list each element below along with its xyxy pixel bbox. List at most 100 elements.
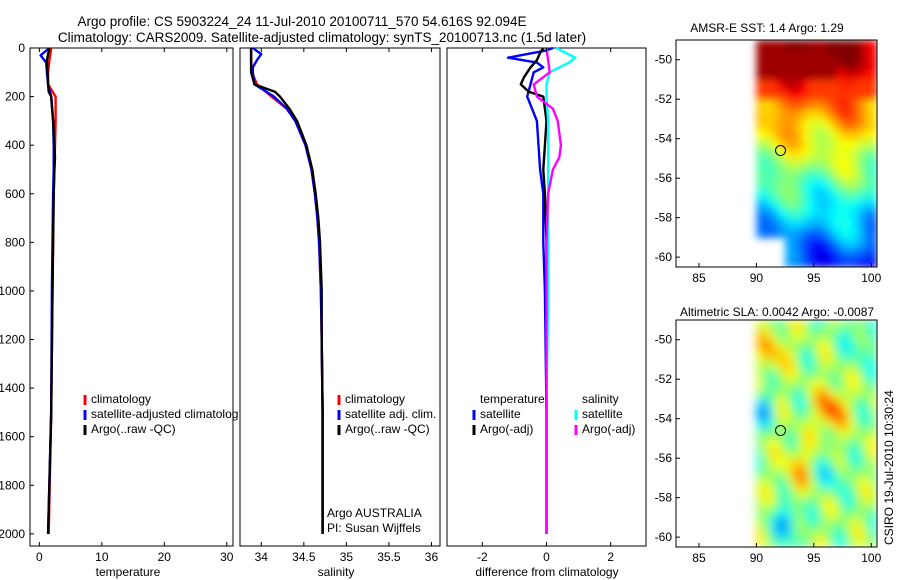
map-cell	[854, 217, 861, 229]
map-cell	[808, 197, 815, 209]
map-cell	[865, 247, 872, 258]
map-cell	[762, 79, 769, 90]
map-cell	[808, 468, 815, 479]
map-cell	[796, 49, 803, 61]
map-cell	[842, 217, 849, 229]
map-cell	[779, 487, 786, 499]
map-cell	[785, 40, 792, 51]
map-cell	[854, 349, 861, 361]
map-cell	[859, 537, 867, 547]
map-cell	[831, 197, 838, 209]
map-cell	[842, 59, 849, 71]
map-cell	[779, 428, 786, 440]
difference-legend-sal-argo-label: Argo(-adj)	[582, 422, 635, 436]
map-cell	[802, 468, 809, 479]
map-cell	[773, 408, 780, 420]
map-ytick-label: -50	[655, 53, 673, 67]
map-cell	[819, 168, 826, 179]
map-cell	[819, 428, 826, 440]
map-cell	[831, 527, 838, 538]
map-cell	[854, 79, 861, 90]
map-cell	[854, 188, 861, 199]
map-cell	[825, 497, 832, 509]
map-cell	[848, 359, 855, 370]
map-cell	[762, 320, 769, 331]
map-cell	[859, 59, 867, 71]
map-cell	[790, 349, 798, 361]
map-cell	[819, 527, 826, 538]
map-cell	[785, 138, 792, 150]
map-cell	[854, 497, 861, 509]
map-cell	[785, 349, 792, 361]
map-cell	[865, 99, 872, 110]
map-cell	[773, 158, 780, 169]
map-cell	[865, 349, 872, 361]
map-cell	[785, 408, 792, 420]
map-cell	[871, 148, 877, 160]
map-cell	[785, 398, 792, 410]
map-cell	[796, 438, 803, 449]
map-cell	[773, 369, 780, 380]
argo-annotation-line2: PI: Susan Wijffels	[327, 521, 421, 535]
map-cell	[813, 398, 821, 410]
map-cell	[767, 487, 775, 499]
map-cell	[762, 118, 769, 130]
map-cell	[762, 487, 769, 499]
map-cell	[808, 517, 815, 528]
map-cell	[836, 109, 844, 120]
map-cell	[819, 359, 826, 370]
map-cell	[848, 118, 855, 130]
map-cell	[767, 89, 775, 100]
map-cell	[825, 168, 832, 179]
sst-heatmap-layer	[756, 40, 877, 267]
map-cell	[767, 79, 775, 90]
sla-heatmap-layer	[756, 320, 877, 547]
map-cell	[767, 329, 775, 341]
map-cell	[836, 369, 844, 380]
map-ytick-label: -56	[655, 171, 673, 185]
map-cell	[773, 59, 780, 71]
map-cell	[865, 178, 872, 189]
map-cell	[854, 458, 861, 469]
map-cell	[785, 217, 792, 229]
map-cell	[825, 148, 832, 160]
map-cell	[848, 188, 855, 199]
map-cell	[831, 468, 838, 479]
map-cell	[836, 320, 844, 331]
map-cell	[819, 398, 826, 410]
map-cell	[819, 59, 826, 71]
salinity-series-argo-raw-qc	[249, 48, 324, 534]
map-cell	[779, 389, 786, 400]
map-cell	[779, 477, 786, 489]
map-cell	[842, 158, 849, 169]
map-cell	[767, 49, 775, 61]
temperature-xtick-label: 10	[95, 550, 109, 564]
map-cell	[871, 247, 877, 258]
sla-map-title: Altimetric SLA: 0.0042 Argo: -0.0087	[680, 305, 874, 319]
map-cell	[842, 237, 849, 248]
salinity-xtick-label: 36	[425, 550, 439, 564]
map-cell	[854, 168, 861, 179]
map-cell	[779, 527, 786, 538]
map-cell	[854, 359, 861, 370]
map-ytick-label: -52	[655, 92, 673, 106]
map-cell	[813, 89, 821, 100]
map-cell	[831, 408, 838, 420]
map-cell	[825, 320, 832, 331]
map-cell	[842, 257, 849, 267]
map-cell	[848, 178, 855, 189]
map-cell	[819, 320, 826, 331]
map-cell	[790, 49, 798, 61]
map-cell	[871, 118, 877, 130]
map-cell	[756, 537, 763, 547]
map-cell	[813, 329, 821, 341]
map-cell	[859, 359, 867, 370]
map-cell	[831, 487, 838, 499]
map-cell	[796, 237, 803, 248]
map-cell	[756, 349, 763, 361]
temperature-legend-2-label: Argo(..raw -QC)	[91, 422, 176, 436]
map-cell	[842, 487, 849, 499]
map-cell	[831, 217, 838, 229]
map-cell	[773, 109, 780, 120]
